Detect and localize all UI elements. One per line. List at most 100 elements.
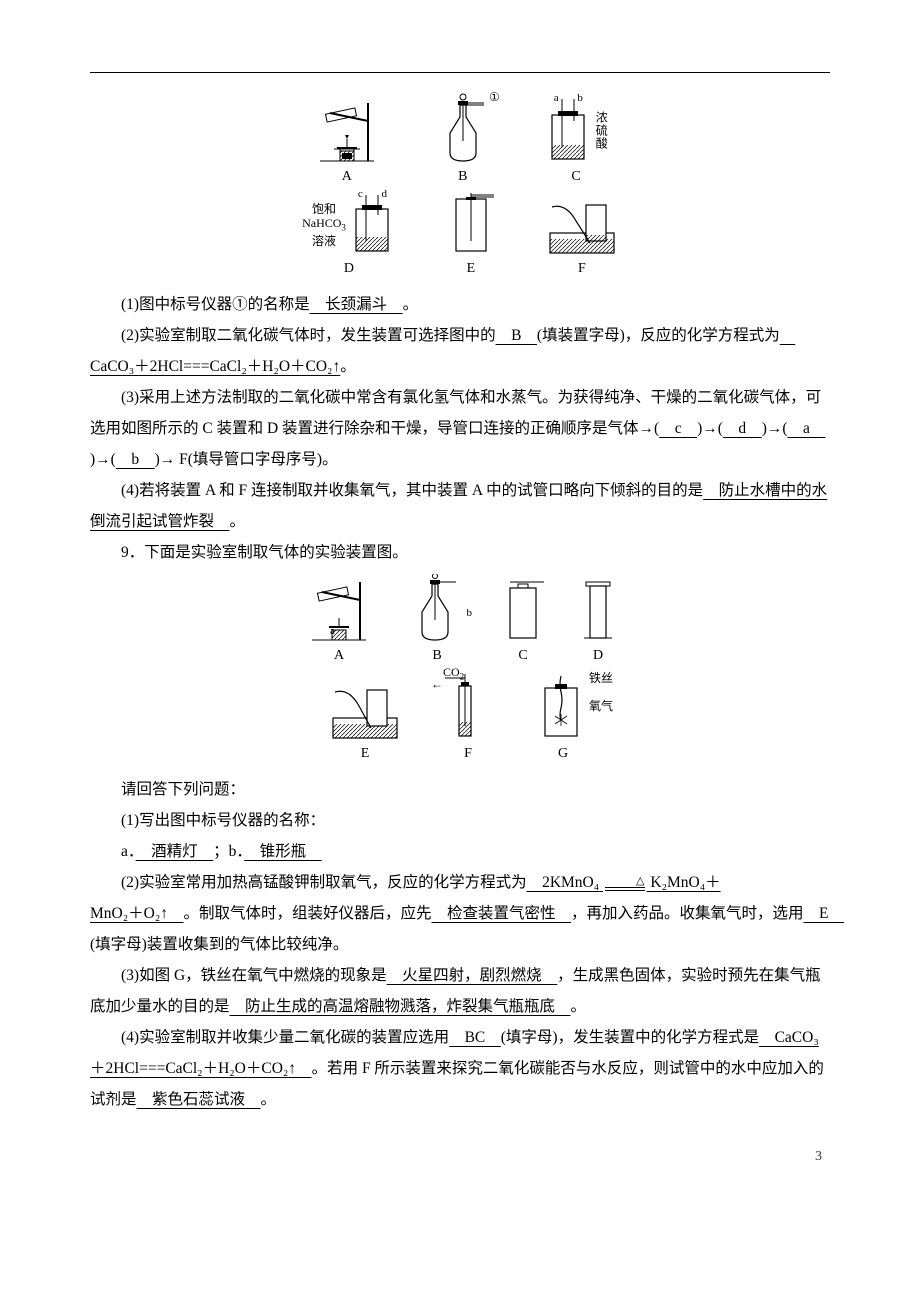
q4-text: (4)若将装置 A 和 F 连接制取并收集氧气，其中装置 A 中的试管口略向下倾…	[121, 482, 703, 499]
annot-iron: 铁丝	[589, 666, 613, 690]
q9-4-ans-c: 紫色石蕊试液	[137, 1091, 261, 1108]
q9-4: (4)实验室制取并收集少量二氧化碳的装置应选用 BC (填字母)，发生装置中的化…	[90, 1022, 830, 1115]
side-label-d: 饱和NaHCO3溶液	[302, 202, 346, 248]
question-2: (2)实验室制取二氧化碳气体时，发生装置可选择图中的 B (填装置字母)，反应的…	[90, 320, 830, 382]
q2-answer-a: B	[496, 327, 537, 344]
annot-a: a	[330, 620, 335, 642]
annot-circle-1: ①	[489, 85, 500, 109]
diagram-item: a A	[304, 574, 374, 670]
diagram-item: b B	[408, 574, 466, 670]
diagram-row: A ① B	[90, 93, 830, 191]
q9-2-cont: MnO₂＋O₂↑ 。制取气体时，组装好仪器后，应先 检查装置气密性 ，再加入药品…	[90, 898, 830, 960]
q3-tail: )→ F(填导管口字母序号)。	[155, 451, 338, 468]
q1-tail: 。	[403, 296, 419, 313]
q9-prompt: 请回答下列问题：	[90, 774, 830, 805]
annot-o2: 氧气	[589, 694, 613, 718]
q9-2-text-a: (2)实验室常用加热高锰酸钾制取氧气，反应的化学方程式为	[121, 874, 527, 891]
diagram-item: 铁丝 氧气 G	[535, 672, 591, 768]
apparatus-b-icon	[430, 93, 496, 163]
apparatus2-a-icon	[304, 574, 374, 642]
q9-2: (2)实验室常用加热高锰酸钾制取氧气，反应的化学方程式为 2KMnO₄ △ K₂…	[90, 867, 830, 898]
q9-1-ans-a: 酒精灯	[136, 843, 214, 860]
diagram-label: F	[578, 255, 586, 283]
q9-2-formula-r: K₂MnO₄＋	[650, 874, 720, 891]
q9-3: (3)如图 G，铁丝在氧气中燃烧的现象是 火星四射，剧烈燃烧 ，生成黑色固体，实…	[90, 960, 830, 1022]
annot-b: b	[467, 602, 473, 624]
q9-1-b-label: ；b．	[213, 843, 244, 860]
q9-3-ans-b: 防止生成的高温熔融物溅落，炸裂集气瓶瓶底	[230, 998, 571, 1015]
q3-m2: )→(	[762, 420, 788, 437]
apparatus-f-icon	[546, 197, 618, 255]
q9-1-line2: a． 酒精灯 ；b． 锥形瓶	[90, 836, 830, 867]
diagram-label: B	[458, 163, 467, 191]
q9-2-text-d: (填字母)装置收集到的气体比较纯净。	[90, 936, 348, 953]
q9-2-ans-c: E	[804, 905, 844, 922]
q9-3-text-a: (3)如图 G，铁丝在氧气中燃烧的现象是	[121, 967, 387, 984]
question-3: (3)采用上述方法制取的二氧化碳中常含有氯化氢气体和水蒸气。为获得纯净、干燥的二…	[90, 382, 830, 475]
diagram-label: G	[558, 740, 568, 768]
apparatus2-b-icon	[408, 574, 466, 642]
q3-m1: )→(	[697, 420, 723, 437]
diagram-row: 饱和NaHCO3溶液 c d D	[90, 193, 830, 283]
q3-ans1: c	[659, 420, 697, 437]
diagram-item: 饱和NaHCO3溶液 c d D	[302, 195, 396, 283]
question-4: (4)若将装置 A 和 F 连接制取并收集氧气，其中装置 A 中的试管口略向下倾…	[90, 475, 830, 537]
q9-2-formula-2: MnO₂＋O₂↑	[90, 905, 183, 922]
annot-co2: CO2	[443, 660, 464, 685]
diagram-item: E	[329, 684, 401, 768]
diagram-label: E	[467, 255, 476, 283]
q9-1: (1)写出图中标号仪器的名称：	[90, 805, 830, 836]
annot-cd: c d	[358, 183, 395, 205]
q9-2-formula: 2KMnO₄ △ K₂MnO₄＋	[527, 874, 721, 891]
q9-1-a-label: a．	[121, 843, 136, 860]
q9-4-text-a: (4)实验室制取并收集少量二氧化碳的装置应选用	[121, 1029, 449, 1046]
question-1: (1)图中标号仪器①的名称是 长颈漏斗 。	[90, 289, 830, 320]
diagram-item: a b 浓硫酸 C	[544, 97, 608, 191]
diagram-item: C	[500, 578, 546, 670]
diagram-row: E CO2 ← F	[90, 672, 830, 768]
diagram-item: D	[580, 578, 616, 670]
q4-tail: 。	[230, 513, 246, 530]
q1-answer: 长颈漏斗	[310, 296, 403, 313]
q9-4-text-b: (填字母)，发生装置中的化学方程式是	[501, 1029, 759, 1046]
reaction-condition-icon: △	[603, 876, 646, 891]
diagram-label: A	[342, 163, 352, 191]
side-label-c: 浓硫酸	[594, 111, 608, 150]
apparatus2-e-icon	[329, 684, 401, 740]
q1-text: (1)图中标号仪器①的名称是	[121, 296, 310, 313]
diagram-label: B	[432, 642, 441, 670]
apparatus-a-icon	[312, 93, 382, 163]
top-rule	[90, 72, 830, 73]
q3-m3: )→(	[90, 451, 116, 468]
q2-text-a: (2)实验室制取二氧化碳气体时，发生装置可选择图中的	[121, 327, 496, 344]
diagram-label: D	[344, 255, 354, 283]
q9-1-ans-b: 锥形瓶	[244, 843, 322, 860]
annot-arrow: ←	[431, 672, 443, 696]
q9-3-ans-a: 火星四射，剧烈燃烧	[387, 967, 558, 984]
q9-3-tail: 。	[571, 998, 587, 1015]
apparatus2-c-icon	[500, 578, 546, 642]
q2-text-b: (填装置字母)，反应的化学方程式为	[537, 327, 780, 344]
diagram-label: C	[571, 163, 580, 191]
diagram-set-2: a A b B C	[90, 574, 830, 768]
annot-ab: a b	[554, 87, 591, 109]
q2-tail: 。	[340, 358, 356, 375]
q3-ans3: a	[788, 420, 826, 437]
diagram-item: CO2 ← F	[445, 672, 491, 768]
page-number: 3	[90, 1143, 830, 1171]
apparatus-e-icon	[444, 193, 498, 255]
apparatus2-g-icon	[535, 672, 591, 740]
q3-ans2: d	[723, 420, 762, 437]
q9-2-ans-b: 检查装置气密性	[432, 905, 572, 922]
q9-2-text-c: ，再加入药品。收集氧气时，选用	[571, 905, 804, 922]
q3-ans4: b	[116, 451, 155, 468]
diagram-row: a A b B C	[90, 574, 830, 670]
diagram-item: ① B	[430, 93, 496, 191]
q9-2-text-b: 。制取气体时，组装好仪器后，应先	[183, 905, 431, 922]
question-9-title: 9．下面是实验室制取气体的实验装置图。	[90, 537, 830, 568]
diagram-label: E	[361, 740, 370, 768]
diagram-label: F	[464, 740, 472, 768]
q9-2-formula-l: 2KMnO₄	[527, 874, 600, 891]
q9-4-ans-a: BC	[449, 1029, 501, 1046]
diagram-set-1: A ① B	[90, 93, 830, 283]
